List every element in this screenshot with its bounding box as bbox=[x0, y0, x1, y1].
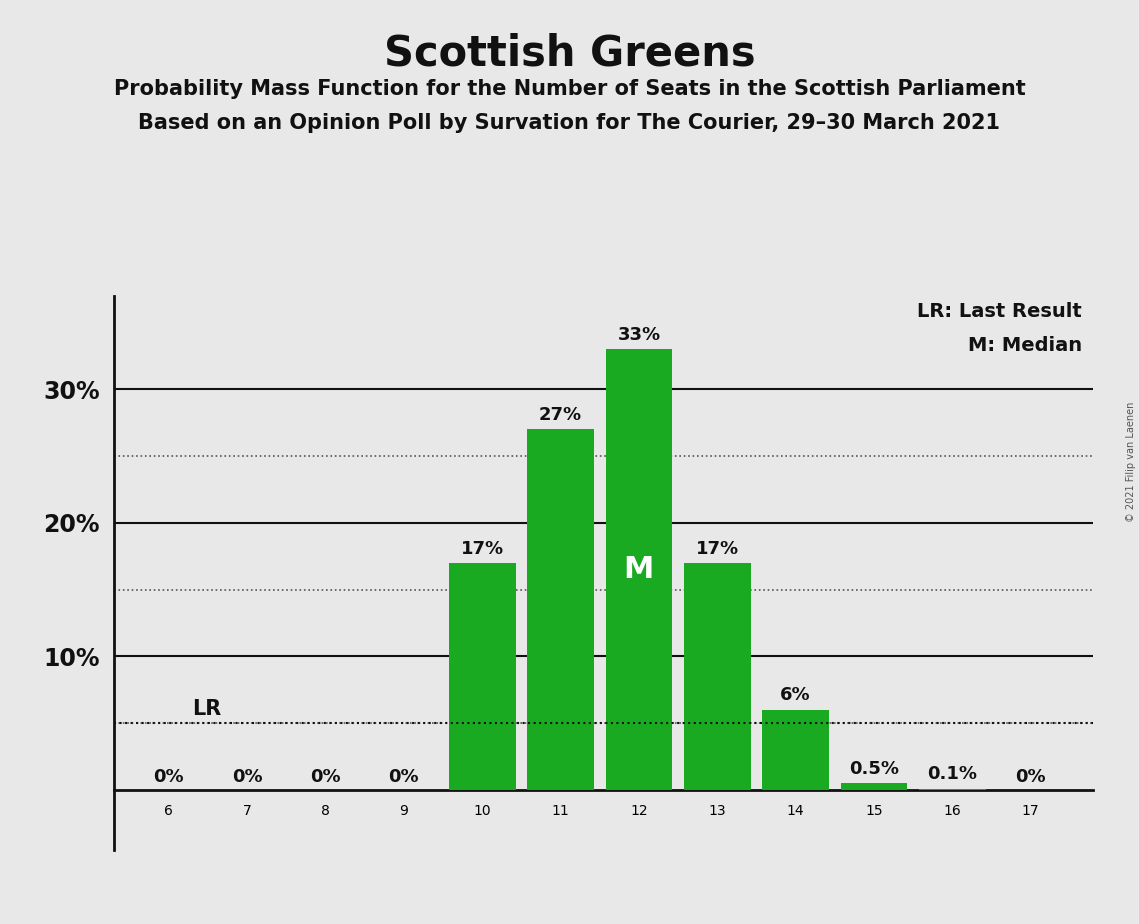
Bar bbox=[449, 563, 516, 790]
Text: Based on an Opinion Poll by Survation for The Courier, 29–30 March 2021: Based on an Opinion Poll by Survation fo… bbox=[139, 113, 1000, 133]
Text: Probability Mass Function for the Number of Seats in the Scottish Parliament: Probability Mass Function for the Number… bbox=[114, 79, 1025, 99]
Text: M: M bbox=[624, 555, 654, 584]
Text: 0.5%: 0.5% bbox=[849, 760, 899, 778]
Text: 17%: 17% bbox=[696, 540, 739, 557]
Bar bbox=[606, 349, 672, 790]
Text: Scottish Greens: Scottish Greens bbox=[384, 32, 755, 74]
Text: 0%: 0% bbox=[1016, 768, 1046, 786]
Text: 6%: 6% bbox=[780, 687, 811, 704]
Bar bbox=[919, 788, 985, 790]
Text: 0%: 0% bbox=[310, 768, 341, 786]
Text: LR: Last Result: LR: Last Result bbox=[917, 302, 1082, 322]
Text: 27%: 27% bbox=[539, 406, 582, 424]
Bar bbox=[685, 563, 751, 790]
Bar bbox=[841, 784, 908, 790]
Text: 33%: 33% bbox=[617, 326, 661, 344]
Text: 0%: 0% bbox=[154, 768, 185, 786]
Bar bbox=[527, 430, 593, 790]
Text: 0%: 0% bbox=[232, 768, 262, 786]
Text: 17%: 17% bbox=[460, 540, 503, 557]
Text: 0.1%: 0.1% bbox=[927, 765, 977, 784]
Text: LR: LR bbox=[192, 699, 221, 719]
Text: 0%: 0% bbox=[388, 768, 419, 786]
Bar bbox=[762, 710, 829, 790]
Text: © 2021 Filip van Laenen: © 2021 Filip van Laenen bbox=[1125, 402, 1136, 522]
Text: M: Median: M: Median bbox=[967, 335, 1082, 355]
